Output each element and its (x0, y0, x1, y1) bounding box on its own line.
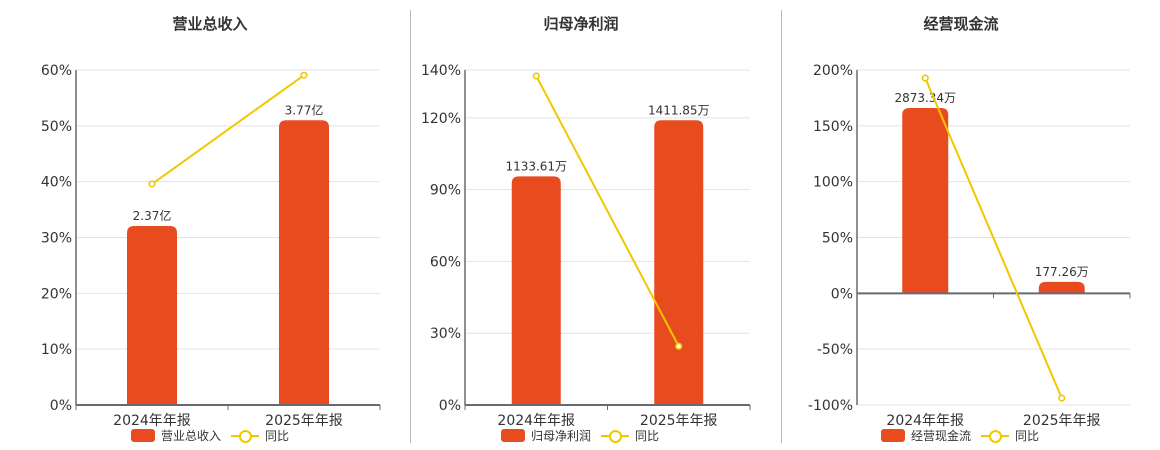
chart-2: 0% 30% 60% 90% 120% 140% 1133.61万 1411.85万 2024年… (421, 63, 751, 429)
yoy-point-circle-icon[interactable] (675, 342, 683, 350)
y-tick-label: 0% (50, 398, 72, 414)
y-tick-label: 30% (41, 231, 72, 247)
legend-bar-swatch (130, 429, 155, 442)
bar-value-label: 1133.61万 (505, 159, 567, 173)
y-tick-label: 60% (430, 254, 461, 270)
y-tick-label: 150% (813, 119, 853, 135)
legend-line-circle-icon (981, 429, 1009, 443)
bar[interactable] (1038, 281, 1085, 294)
bar[interactable] (279, 120, 329, 405)
x-category-label: 2025年年报 (640, 413, 718, 429)
chart-title-revenue: 营业总收入 (172, 15, 248, 33)
yoy-point-circle-icon[interactable] (1058, 394, 1066, 402)
yoy-line (924, 77, 1063, 399)
bar[interactable] (654, 120, 704, 405)
legend-line-circle-icon (231, 429, 259, 443)
legend-line-circle-icon (601, 429, 629, 443)
bar-value-label: 1411.85万 (648, 103, 710, 117)
yoy-line (535, 75, 680, 347)
chart-3: -100% -50% 0% 50% 100% 150% 200% 2873.34万 177.26… (808, 63, 1131, 429)
legend-revenue[interactable]: 营业总收入 同比 (130, 427, 290, 444)
x-category-label: 2025年年报 (1023, 413, 1101, 429)
bar[interactable] (511, 176, 561, 405)
bar-value-label: 2.37亿 (133, 208, 172, 223)
y-tick-label: 0% (439, 398, 461, 414)
bar[interactable] (127, 225, 177, 405)
chart-1: 0% 10% 20% 30% 40% 50% 60% 2.37亿 3.77亿 2024年年报 202… (41, 63, 381, 429)
yoy-line (151, 74, 305, 185)
legend-bar-swatch (880, 429, 905, 442)
legend-bar-label[interactable]: 经营现金流 (910, 429, 971, 443)
y-tick-label: -50% (817, 342, 853, 358)
legend-line-label[interactable]: 同比 (265, 429, 290, 443)
legend-bar-label[interactable]: 归母净利润 (530, 429, 591, 443)
x-category-label: 2024年年报 (497, 413, 575, 429)
y-tick-label: 90% (430, 183, 461, 199)
y-tick-label: 20% (41, 286, 72, 302)
bar-value-label: 3.77亿 (285, 102, 324, 117)
y-tick-label: 50% (822, 231, 853, 247)
bar-value-label: 177.26万 (1035, 265, 1089, 279)
y-tick-label: 10% (41, 342, 72, 358)
panel-divider-2 (781, 10, 782, 443)
yoy-point-circle-icon[interactable] (300, 71, 308, 79)
legend-net-profit[interactable]: 归母净利润 同比 (500, 427, 660, 444)
y-tick-label: -100% (808, 398, 853, 414)
y-tick-label: 140% (421, 63, 461, 79)
x-category-label: 2024年年报 (113, 413, 191, 429)
y-tick-label: 200% (813, 63, 853, 79)
yoy-point-circle-icon[interactable] (921, 74, 929, 82)
yoy-point-circle-icon[interactable] (148, 180, 156, 188)
y-tick-label: 40% (41, 175, 72, 191)
y-tick-label: 30% (430, 326, 461, 342)
panel-divider-1 (410, 10, 411, 443)
bar[interactable] (902, 107, 949, 294)
y-tick-label: 60% (41, 63, 72, 79)
x-category-label: 2025年年报 (265, 413, 343, 429)
legend-line-label[interactable]: 同比 (1015, 429, 1040, 443)
chart-title-cash-flow: 经营现金流 (923, 15, 999, 33)
y-tick-label: 50% (41, 119, 72, 135)
legend-cash-flow[interactable]: 经营现金流 同比 (880, 427, 1040, 444)
y-tick-label: 120% (421, 111, 461, 127)
chart-title-net-profit: 归母净利润 (543, 15, 619, 33)
y-tick-label: 100% (813, 175, 853, 191)
legend-bar-label[interactable]: 营业总收入 (160, 429, 221, 443)
yoy-point-circle-icon[interactable] (532, 72, 540, 80)
legend-line-label[interactable]: 同比 (635, 429, 660, 443)
x-category-label: 2024年年报 (886, 413, 964, 429)
legend-bar-swatch (500, 429, 525, 442)
bar-value-label: 2873.34万 (894, 91, 956, 105)
y-tick-label: 0% (831, 286, 853, 302)
